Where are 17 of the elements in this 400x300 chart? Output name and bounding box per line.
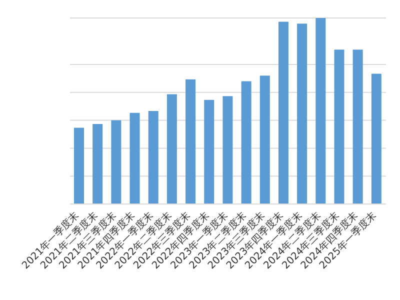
bar: [222, 96, 233, 204]
bar: [241, 81, 252, 204]
bar: [316, 18, 326, 204]
bar: [260, 76, 270, 204]
bar: [334, 50, 344, 204]
bar: [74, 128, 84, 204]
bar: [111, 120, 122, 204]
bar: [130, 112, 140, 204]
bar: [352, 50, 363, 204]
bar: [278, 22, 288, 204]
bar: [297, 24, 308, 204]
bar: [166, 94, 177, 204]
bar: [186, 79, 196, 204]
bar: [92, 124, 103, 204]
bar: [148, 111, 158, 204]
bar: [371, 74, 382, 204]
bar: [204, 100, 214, 204]
